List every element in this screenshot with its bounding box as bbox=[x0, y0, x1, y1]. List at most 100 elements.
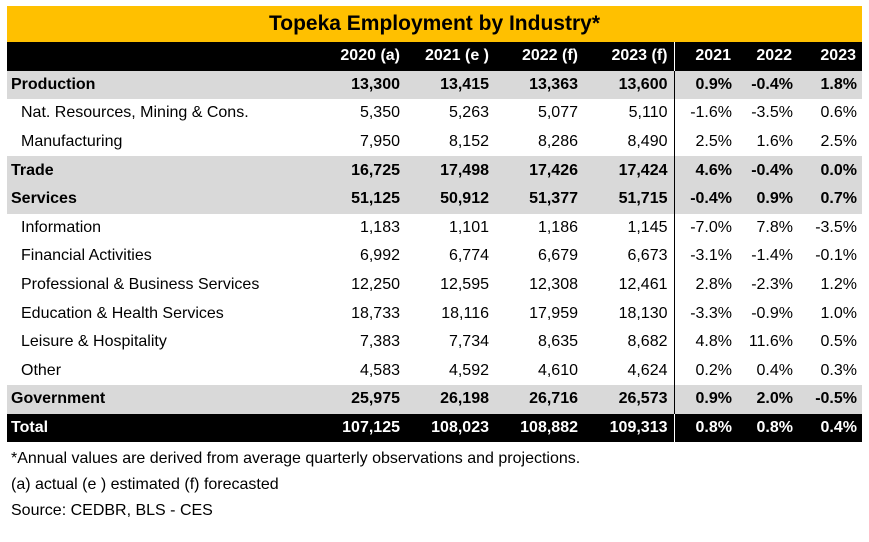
pct-change-cell: -7.0% bbox=[690, 218, 732, 236]
table-row: Manufacturing 7,950 8,152 8,286 8,490 2.5% 1.6… bbox=[7, 127, 862, 157]
row-label: Total bbox=[7, 413, 321, 443]
employment-value-cell: 6,774 bbox=[448, 247, 489, 265]
pct-change-cell: 0.5% bbox=[820, 333, 857, 351]
table-title: Topeka Employment by Industry* bbox=[7, 6, 862, 42]
employment-value-cell: 7,383 bbox=[359, 333, 400, 351]
header-cell-2022-fc: 2022 (f) bbox=[495, 42, 584, 71]
pct-change-cell: 2.0% bbox=[737, 385, 798, 414]
table-row: Education & Health Services 18,733 18,116 1… bbox=[7, 299, 862, 328]
employment-value-cell: 13,415 bbox=[406, 70, 495, 100]
row-label: Government bbox=[7, 385, 321, 414]
table-row: Nat. Resources, Mining & Cons. 5,350 5,263… bbox=[7, 99, 862, 128]
employment-value-cell: 26,198 bbox=[406, 385, 495, 414]
row-label: Information bbox=[21, 218, 102, 236]
pct-change-cell: 0.8% bbox=[737, 413, 798, 443]
pct-change-cell: 1.6% bbox=[756, 133, 793, 151]
pct-change-cell: 0.6% bbox=[820, 104, 857, 122]
employment-value-cell: 7,734 bbox=[448, 333, 489, 351]
employment-value-cell: 5,350 bbox=[359, 104, 400, 122]
employment-value-cell: 5,263 bbox=[448, 104, 489, 122]
employment-value-cell: 18,130 bbox=[584, 299, 675, 328]
pct-change-cell: 0.4% bbox=[756, 361, 793, 379]
pct-change-cell: -1.6% bbox=[690, 104, 732, 122]
employment-value-cell: 8,635 bbox=[537, 333, 578, 351]
pct-change-cell: 0.2% bbox=[695, 361, 732, 379]
employment-value-cell: 6,673 bbox=[584, 242, 675, 271]
employment-value-cell: 107,125 bbox=[321, 413, 406, 443]
employment-value-cell: 51,715 bbox=[584, 184, 675, 214]
pct-change-cell: -0.4% bbox=[674, 184, 737, 214]
table-row: Trade 16,725 17,498 17,426 17,424 4.6% -0.4% 0.… bbox=[7, 156, 862, 185]
pct-change-cell: -0.4% bbox=[737, 70, 798, 100]
pct-change-cell: 2.5% bbox=[695, 133, 732, 151]
row-label: Financial Activities bbox=[21, 247, 152, 265]
table-row: Production 13,300 13,415 13,363 13,600 0.9% -0… bbox=[7, 70, 862, 100]
employment-value-cell: 51,377 bbox=[495, 184, 584, 214]
pct-change-cell: 0.0% bbox=[798, 156, 862, 185]
table-row: Leisure & Hospitality 7,383 7,734 8,635 8,68… bbox=[7, 327, 862, 357]
employment-value-cell: 109,313 bbox=[584, 413, 675, 443]
footnote-legend: (a) actual (e ) estimated (f) forecasted bbox=[11, 476, 279, 494]
employment-value-cell: 7,950 bbox=[359, 133, 400, 151]
row-label: Professional & Business Services bbox=[21, 276, 260, 294]
employment-value-cell: 6,992 bbox=[359, 247, 400, 265]
employment-value-cell: 108,023 bbox=[406, 413, 495, 443]
pct-change-cell: 1.0% bbox=[820, 304, 857, 322]
pct-change-cell: 0.8% bbox=[674, 413, 737, 443]
row-label: Nat. Resources, Mining & Cons. bbox=[21, 104, 249, 122]
employment-value-cell: 4,592 bbox=[448, 361, 489, 379]
header-cell-label bbox=[7, 42, 321, 71]
employment-value-cell: 5,077 bbox=[537, 104, 578, 122]
header-cell-2022-pct: 2022 bbox=[737, 42, 798, 71]
employment-value-cell: 108,882 bbox=[495, 413, 584, 443]
employment-value-cell: 8,682 bbox=[584, 327, 675, 357]
employment-value-cell: 17,498 bbox=[406, 156, 495, 185]
employment-value-cell: 1,186 bbox=[537, 218, 578, 236]
footnote-source: Source: CEDBR, BLS - CES bbox=[11, 502, 213, 520]
pct-change-cell: 0.9% bbox=[674, 385, 737, 414]
pct-change-cell: 0.7% bbox=[798, 184, 862, 214]
employment-value-cell: 12,250 bbox=[351, 276, 400, 294]
row-label: Other bbox=[21, 361, 62, 379]
pct-change-cell: -0.4% bbox=[737, 156, 798, 185]
pct-change-cell: 4.6% bbox=[674, 156, 737, 185]
employment-value-cell: 8,152 bbox=[448, 133, 489, 151]
employment-value-cell: 18,116 bbox=[441, 304, 489, 322]
table-row: Professional & Business Services 12,250 12… bbox=[7, 270, 862, 300]
table-row: Government 25,975 26,198 26,716 26,573 0.9% 2.… bbox=[7, 385, 862, 414]
row-label: Education & Health Services bbox=[21, 304, 224, 322]
pct-change-cell: 1.8% bbox=[798, 70, 862, 100]
employment-value-cell: 12,595 bbox=[440, 276, 489, 294]
row-label: Production bbox=[7, 70, 321, 100]
employment-value-cell: 4,624 bbox=[584, 356, 675, 386]
row-label: Manufacturing bbox=[21, 133, 123, 151]
pct-change-cell: 4.8% bbox=[695, 333, 732, 351]
employment-value-cell: 1,145 bbox=[584, 213, 675, 243]
employment-value-cell: 17,959 bbox=[529, 304, 578, 322]
pct-change-cell: 2.5% bbox=[820, 133, 857, 151]
pct-change-cell: -3.1% bbox=[690, 247, 732, 265]
header-row: 2020 (a) 2021 (e ) 2022 (f) 2023 (f) 202… bbox=[7, 42, 862, 71]
employment-value-cell: 5,110 bbox=[584, 99, 675, 128]
pct-change-cell: 7.8% bbox=[756, 218, 793, 236]
employment-value-cell: 6,679 bbox=[537, 247, 578, 265]
pct-change-cell: -1.4% bbox=[751, 247, 793, 265]
employment-value-cell: 26,716 bbox=[495, 385, 584, 414]
header-cell-2020: 2020 (a) bbox=[321, 42, 406, 71]
pct-change-cell: -0.5% bbox=[798, 385, 862, 414]
table-row: Financial Activities 6,992 6,774 6,679 6,673… bbox=[7, 242, 862, 271]
table-body: Production 13,300 13,415 13,363 13,600 0.9% -0… bbox=[7, 70, 862, 443]
employment-value-cell: 13,600 bbox=[584, 70, 675, 100]
employment-value-cell: 25,975 bbox=[321, 385, 406, 414]
pct-change-cell: 1.2% bbox=[820, 276, 857, 294]
pct-change-cell: 0.9% bbox=[737, 184, 798, 214]
pct-change-cell: -0.9% bbox=[751, 304, 793, 322]
row-label: Trade bbox=[7, 156, 321, 185]
pct-change-cell: 0.4% bbox=[798, 413, 862, 443]
table-row: Total 107,125 108,023 108,882 109,313 0.8% 0.8… bbox=[7, 413, 862, 443]
employment-table: 2020 (a) 2021 (e ) 2022 (f) 2023 (f) 202… bbox=[7, 42, 862, 443]
header-cell-2023-fc: 2023 (f) bbox=[584, 42, 675, 71]
header-cell-2023-pct: 2023 bbox=[798, 42, 862, 71]
pct-change-cell: -2.3% bbox=[751, 276, 793, 294]
employment-value-cell: 18,733 bbox=[351, 304, 400, 322]
